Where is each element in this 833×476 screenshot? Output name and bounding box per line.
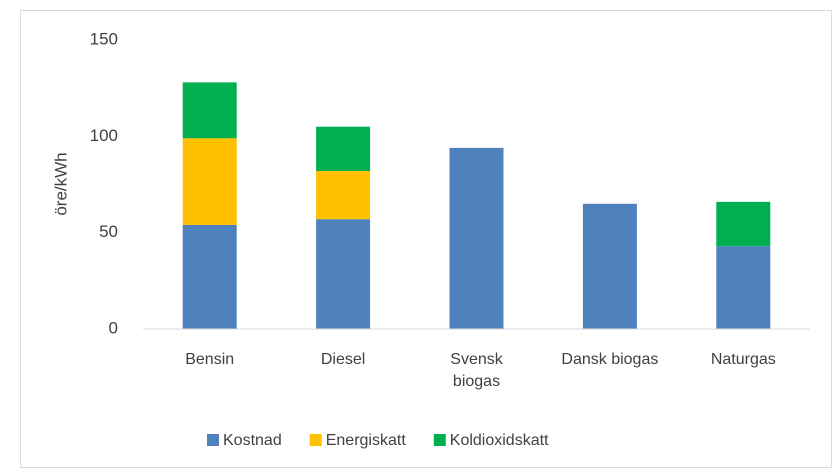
bar-segment — [316, 219, 371, 329]
legend-swatch — [433, 434, 446, 446]
bar-segment — [182, 82, 237, 139]
x-tick-label-box: Dansk biogas — [561, 351, 659, 368]
bar-segment — [182, 138, 237, 225]
legend-swatch — [207, 434, 219, 446]
bar-segment — [716, 246, 771, 329]
x-tick-label: Svensk biogas — [450, 351, 503, 390]
y-tick-label: 100 — [90, 126, 118, 145]
bar-segment — [582, 203, 637, 329]
y-tick-label: 50 — [99, 222, 118, 241]
legend-label: Koldioxidskatt — [450, 432, 549, 449]
x-tick-label: Bensin — [185, 351, 235, 368]
y-tick-label: 0 — [109, 318, 118, 337]
legend-swatch — [309, 434, 322, 446]
y-tick-label: 150 — [90, 29, 118, 48]
chart-frame — [20, 10, 832, 468]
x-tick-label: Diesel — [320, 351, 366, 368]
bar-segment — [449, 147, 504, 329]
x-tick-label-box: Svensk biogas — [450, 351, 503, 390]
x-tick-label: Dansk biogas — [561, 351, 659, 368]
legend-label: Kostnad — [223, 432, 282, 449]
bar-segment — [182, 224, 237, 329]
y-axis-label: öre/kWh — [51, 152, 70, 215]
x-tick-label: Naturgas — [710, 351, 776, 368]
bar-segment — [716, 201, 771, 247]
bar-segment — [316, 171, 371, 220]
x-tick-label-box: Naturgas — [710, 351, 776, 368]
x-tick-label-box: Diesel — [320, 351, 366, 368]
x-tick-label-box: Bensin — [185, 351, 235, 368]
bar-segment — [316, 126, 371, 172]
legend-label: Energiskatt — [326, 432, 407, 449]
